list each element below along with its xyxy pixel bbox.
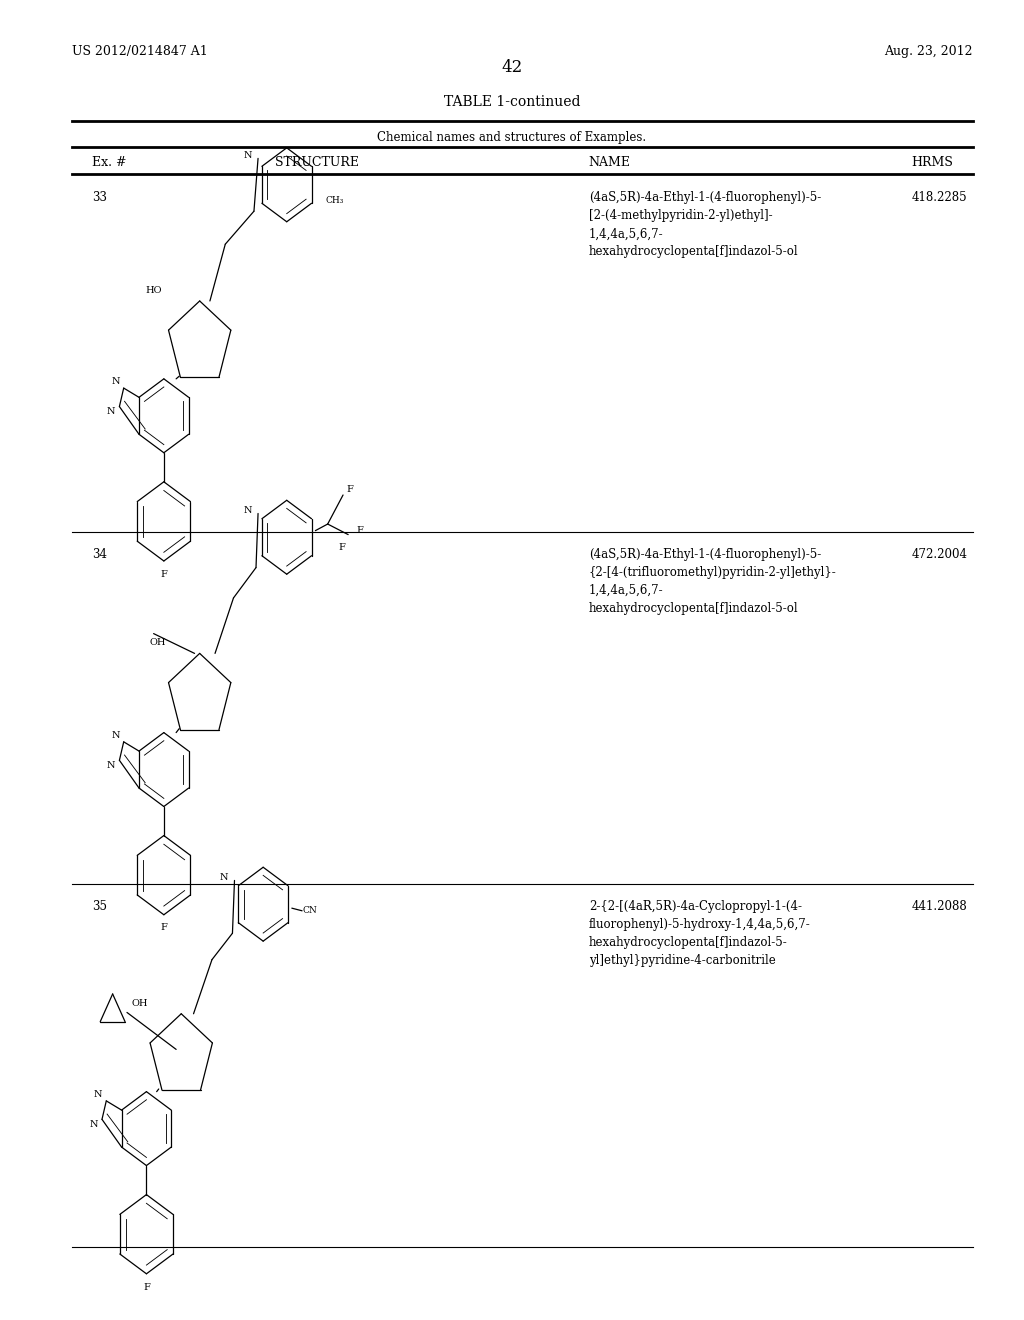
Text: F: F — [161, 570, 167, 578]
Text: OH: OH — [132, 999, 148, 1007]
Text: HRMS: HRMS — [911, 156, 953, 169]
Text: CH₃: CH₃ — [326, 197, 344, 205]
Text: N: N — [244, 507, 252, 515]
Text: N: N — [244, 152, 252, 160]
Text: STRUCTURE: STRUCTURE — [275, 156, 359, 169]
Text: NAME: NAME — [589, 156, 631, 169]
Text: (4aS,5R)-4a-Ethyl-1-(4-fluorophenyl)-5-
{2-[4-(trifluoromethyl)pyridin-2-yl]ethy: (4aS,5R)-4a-Ethyl-1-(4-fluorophenyl)-5- … — [589, 548, 837, 615]
Text: 2-{2-[(4aR,5R)-4a-Cyclopropyl-1-(4-
fluorophenyl)-5-hydroxy-1,4,4a,5,6,7-
hexahy: 2-{2-[(4aR,5R)-4a-Cyclopropyl-1-(4- fluo… — [589, 900, 811, 968]
Text: F: F — [356, 527, 364, 535]
Text: 42: 42 — [502, 59, 522, 77]
Text: N: N — [106, 762, 116, 770]
Text: F: F — [161, 924, 167, 932]
Text: Aug. 23, 2012: Aug. 23, 2012 — [885, 45, 973, 58]
Text: TABLE 1-continued: TABLE 1-continued — [443, 95, 581, 110]
Text: N: N — [112, 731, 120, 739]
Text: (4aS,5R)-4a-Ethyl-1-(4-fluorophenyl)-5-
[2-(4-methylpyridin-2-yl)ethyl]-
1,4,4a,: (4aS,5R)-4a-Ethyl-1-(4-fluorophenyl)-5- … — [589, 191, 821, 259]
Text: N: N — [94, 1090, 102, 1098]
Text: Ex. #: Ex. # — [92, 156, 127, 169]
Text: N: N — [106, 408, 116, 416]
Text: Chemical names and structures of Examples.: Chemical names and structures of Example… — [378, 131, 646, 144]
Text: 33: 33 — [92, 191, 108, 205]
Text: 418.2285: 418.2285 — [911, 191, 967, 205]
Text: US 2012/0214847 A1: US 2012/0214847 A1 — [72, 45, 208, 58]
Text: 472.2004: 472.2004 — [911, 548, 968, 561]
Text: 35: 35 — [92, 900, 108, 913]
Text: F: F — [346, 486, 353, 494]
Text: N: N — [112, 378, 120, 385]
Text: 34: 34 — [92, 548, 108, 561]
Text: N: N — [89, 1121, 98, 1129]
Text: F: F — [143, 1283, 150, 1291]
Text: N: N — [220, 874, 228, 882]
Text: CN: CN — [302, 907, 316, 915]
Text: F: F — [338, 544, 345, 552]
Text: 441.2088: 441.2088 — [911, 900, 967, 913]
Text: HO: HO — [145, 286, 162, 294]
Text: OH: OH — [150, 639, 166, 647]
